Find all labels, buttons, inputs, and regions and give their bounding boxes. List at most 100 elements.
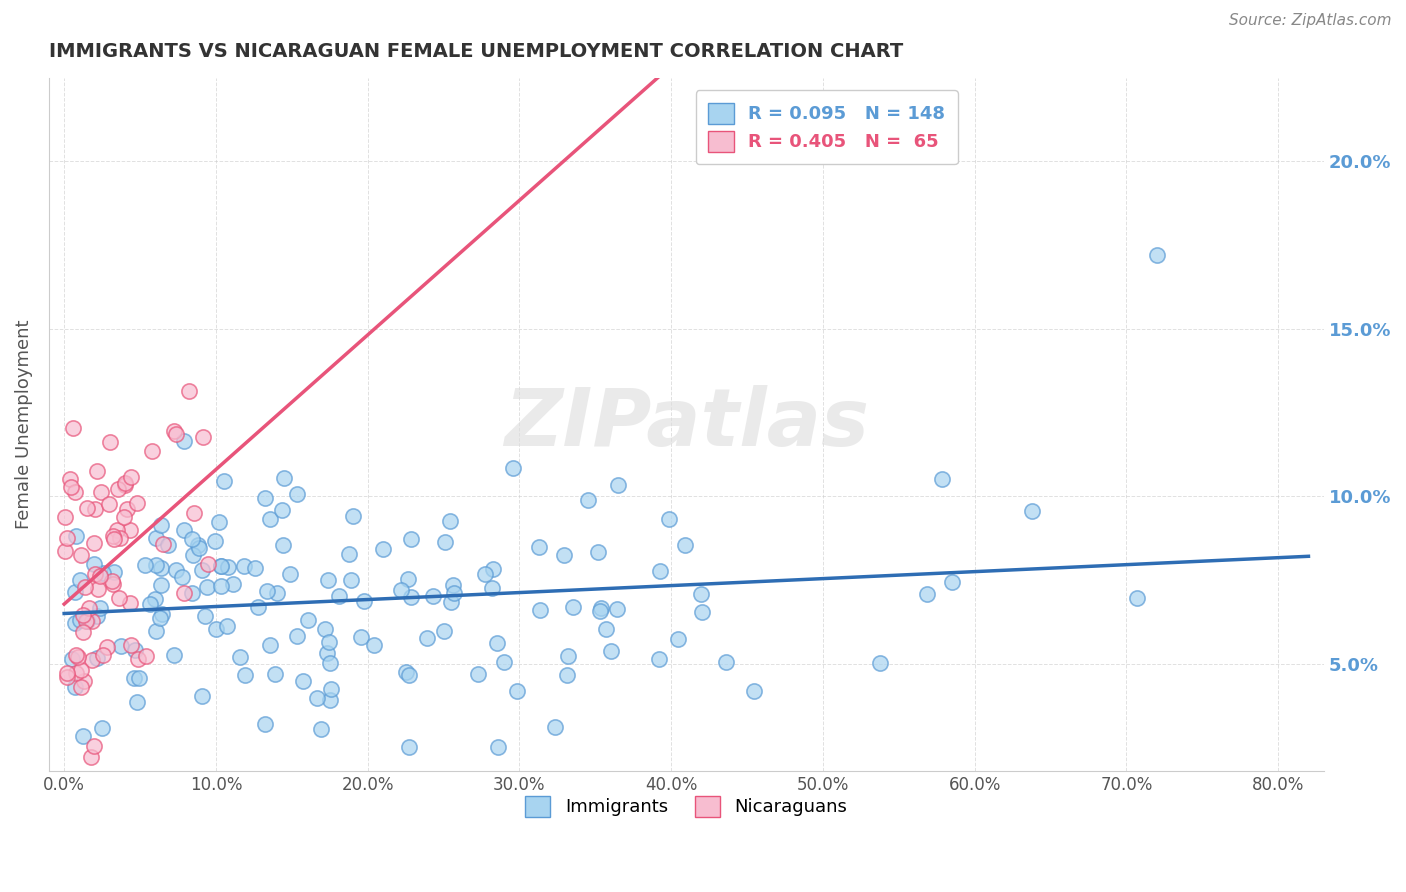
Point (149, 561, 172, 575)
Point (108, 531, 131, 545)
Point (254, 717, 277, 731)
Point (485, 636, 508, 650)
Point (607, 478, 630, 492)
Point (307, 691, 329, 706)
Point (103, 566, 125, 580)
Point (314, 622, 336, 636)
Point (163, 648, 186, 662)
Point (70, 680, 93, 694)
Point (114, 477, 136, 491)
Point (586, 545, 609, 559)
Point (173, 434, 195, 448)
Point (149, 517, 172, 532)
Point (72, 608, 94, 623)
Point (194, 609, 217, 624)
Point (337, 547, 360, 561)
Point (318, 693, 340, 707)
Point (396, 572, 419, 586)
Point (399, 533, 422, 547)
Point (124, 643, 146, 657)
Point (256, 584, 278, 599)
Point (398, 740, 420, 755)
Point (69, 663, 91, 677)
Point (433, 624, 456, 639)
Point (481, 581, 503, 595)
Point (89, 600, 111, 615)
Point (482, 562, 505, 576)
Point (204, 534, 226, 549)
Point (63, 680, 86, 694)
Point (75, 580, 97, 594)
Point (443, 586, 465, 600)
Point (209, 558, 232, 573)
Point (114, 476, 136, 491)
Point (673, 538, 696, 552)
Point (371, 541, 394, 556)
Point (73, 674, 96, 689)
Point (527, 540, 550, 554)
Point (173, 586, 195, 600)
Point (80, 653, 103, 667)
Point (163, 424, 186, 438)
Legend: Immigrants, Nicaraguans: Immigrants, Nicaraguans (517, 789, 855, 824)
Point (173, 523, 195, 537)
Point (157, 538, 180, 552)
Point (122, 672, 145, 686)
Point (1126, 591, 1149, 605)
Point (67, 650, 90, 665)
Point (502, 461, 524, 475)
Point (253, 491, 276, 505)
Point (486, 740, 509, 755)
Point (55, 510, 77, 524)
Point (76, 500, 98, 515)
Point (55, 543, 77, 558)
Point (80, 750, 103, 764)
Point (96, 640, 118, 655)
Point (120, 638, 142, 652)
Point (222, 577, 245, 591)
Point (76, 614, 98, 628)
Point (205, 622, 228, 636)
Point (86, 651, 108, 665)
Point (191, 563, 214, 577)
Point (422, 589, 444, 603)
Point (86, 464, 108, 478)
Point (65, 666, 87, 681)
Point (648, 564, 671, 578)
Point (229, 649, 252, 664)
Point (98, 497, 121, 511)
Point (181, 548, 204, 562)
Point (84, 502, 107, 516)
Point (56, 665, 79, 680)
Point (1021, 504, 1043, 518)
Point (589, 600, 612, 615)
Point (134, 558, 156, 572)
Point (217, 619, 239, 633)
Point (395, 665, 418, 679)
Point (690, 605, 713, 619)
Text: IMMIGRANTS VS NICARAGUAN FEMALE UNEMPLOYMENT CORRELATION CHART: IMMIGRANTS VS NICARAGUAN FEMALE UNEMPLOY… (49, 42, 903, 61)
Point (595, 622, 617, 636)
Point (311, 722, 333, 736)
Point (439, 595, 461, 609)
Point (143, 592, 166, 607)
Point (233, 558, 256, 573)
Point (318, 635, 340, 649)
Point (315, 646, 337, 660)
Point (474, 566, 496, 581)
Point (658, 512, 681, 526)
Point (439, 514, 461, 528)
Point (342, 509, 364, 524)
Point (69, 573, 91, 587)
Point (63, 616, 86, 631)
Point (869, 657, 891, 671)
Point (599, 644, 621, 658)
Point (83, 739, 105, 753)
Point (103, 529, 125, 543)
Point (62, 421, 84, 435)
Point (84, 567, 107, 582)
Point (246, 600, 269, 615)
Point (555, 668, 578, 682)
Point (245, 561, 267, 575)
Point (69, 613, 91, 627)
